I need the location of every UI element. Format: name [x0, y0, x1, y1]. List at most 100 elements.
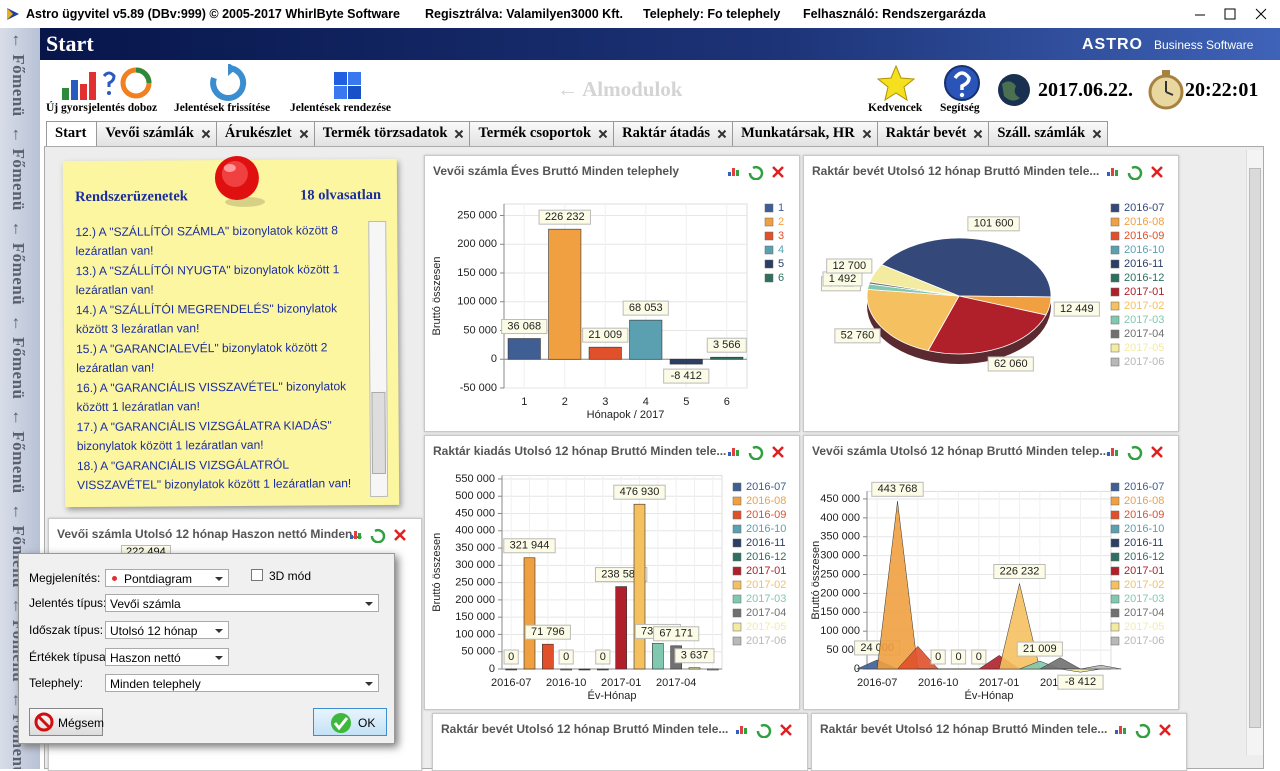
- arrange-icon[interactable]: [330, 68, 366, 102]
- tool-refresh-icon[interactable]: [1127, 166, 1143, 180]
- tab-label[interactable]: Vevői számlák: [105, 125, 194, 141]
- cancel-label[interactable]: Mégsem: [58, 716, 105, 730]
- tab-label[interactable]: Munkatársak, HR: [741, 125, 855, 141]
- combo-value[interactable]: Vevői számla: [110, 597, 181, 611]
- tool-close-icon[interactable]: [394, 529, 406, 541]
- tool-close-icon[interactable]: [1151, 446, 1163, 458]
- tab-label[interactable]: Árukészlet: [224, 125, 292, 141]
- tool-refresh-icon[interactable]: [1135, 724, 1151, 738]
- tool-chart-icon[interactable]: [1119, 726, 1122, 734]
- tab[interactable]: Start: [46, 121, 98, 148]
- tool-chart-icon[interactable]: [1115, 450, 1118, 456]
- refresh-icon[interactable]: [208, 64, 248, 102]
- tool-chart-icon[interactable]: [732, 168, 735, 176]
- widget-tools[interactable]: [727, 444, 789, 460]
- tab-label[interactable]: Termék csoportok: [478, 125, 592, 141]
- combo[interactable]: Vevői számla: [105, 594, 379, 612]
- checkbox[interactable]: [251, 569, 263, 581]
- scrollbar[interactable]: [1246, 150, 1263, 755]
- combo-value[interactable]: Minden telephely: [110, 677, 201, 691]
- window-controls[interactable]: [1185, 6, 1275, 22]
- tool-chart-icon[interactable]: [1115, 170, 1118, 176]
- combo[interactable]: Minden telephely: [105, 674, 379, 692]
- tool-refresh-icon[interactable]: [748, 166, 764, 180]
- tab-close[interactable]: [1093, 130, 1101, 138]
- combo[interactable]: Pontdiagram: [105, 569, 229, 587]
- tab-close[interactable]: [202, 130, 210, 138]
- refresh-label[interactable]: Jelentések frissítése: [174, 102, 271, 114]
- tab[interactable]: Száll. számlák: [988, 121, 1109, 146]
- tool-chart-icon[interactable]: [1107, 452, 1110, 456]
- tool-chart-icon[interactable]: [728, 452, 731, 456]
- combo-value[interactable]: Utolsó 12 hónap: [110, 624, 198, 638]
- widget-tools[interactable]: [735, 722, 797, 738]
- tool-refresh-icon[interactable]: [748, 446, 764, 460]
- tool-chart-icon[interactable]: [1123, 728, 1126, 734]
- submodules[interactable]: ← Almodulok: [557, 77, 683, 101]
- tab-close[interactable]: [455, 130, 463, 138]
- tool-chart-icon[interactable]: [740, 726, 743, 734]
- tool-chart-icon[interactable]: [1111, 168, 1114, 176]
- message[interactable]: 12.) A "SZÁLLÍTÓI SZÁMLA" bizonylatok kö…: [75, 223, 338, 259]
- tool-chart-icon[interactable]: [744, 728, 747, 734]
- tab[interactable]: Termék csoportok: [469, 121, 615, 146]
- tool-chart-icon[interactable]: [1107, 172, 1110, 176]
- new-box-label[interactable]: Új gyorsjelentés doboz: [46, 102, 158, 114]
- tool-chart-icon[interactable]: [1115, 730, 1118, 734]
- tab-label[interactable]: Start: [55, 125, 87, 141]
- tool-chart-icon[interactable]: [354, 531, 357, 539]
- message[interactable]: 13.) A "SZÁLLÍTÓI NYUGTA" bizonylatok kö…: [75, 262, 340, 298]
- tool-chart-icon[interactable]: [1111, 448, 1114, 456]
- message-scrollbar[interactable]: [368, 220, 389, 498]
- tool-close-icon[interactable]: [1159, 724, 1171, 736]
- cancel-button[interactable]: Mégsem: [29, 708, 105, 736]
- tool-close-icon[interactable]: [772, 166, 784, 178]
- widget-tools[interactable]: [727, 164, 789, 180]
- widget-tools[interactable]: [1106, 444, 1168, 460]
- ok-label[interactable]: OK: [358, 716, 376, 730]
- tool-close-icon[interactable]: [772, 446, 784, 458]
- tab-close[interactable]: [863, 130, 871, 138]
- tab[interactable]: Termék törzsadatok: [313, 121, 471, 146]
- favorites-label[interactable]: Kedvencek: [868, 102, 923, 114]
- tool-chart-icon[interactable]: [350, 535, 353, 539]
- widget-tools[interactable]: [1114, 722, 1176, 738]
- tool-chart-icon[interactable]: [732, 448, 735, 456]
- message[interactable]: 17.) A "GARANCIÁLIS VIZSGÁLATRA KIADÁS" …: [76, 418, 332, 454]
- message[interactable]: 14.) A "SZÁLLÍTÓI MEGRENDELÉS" bizonylat…: [75, 301, 338, 337]
- ok-button[interactable]: OK: [313, 708, 387, 736]
- tool-chart-icon[interactable]: [736, 170, 739, 176]
- new-box-icon[interactable]: [60, 66, 156, 102]
- combo[interactable]: Utolsó 12 hónap: [105, 621, 229, 639]
- tab[interactable]: Vevői számlák: [96, 121, 217, 146]
- tool-close-icon[interactable]: [780, 724, 792, 736]
- combo[interactable]: Haszon nettó: [105, 648, 229, 666]
- tab-close[interactable]: [718, 130, 726, 138]
- message[interactable]: 15.) A "GARANCIALEVÉL" bizonylatok közöt…: [76, 340, 328, 376]
- message[interactable]: 18.) A "GARANCIÁLIS VIZSGÁLATRÓL VISSZAV…: [76, 457, 352, 493]
- tool-chart-icon[interactable]: [736, 730, 739, 734]
- tab-label[interactable]: Termék törzsadatok: [322, 125, 448, 141]
- tab-label[interactable]: Raktár bevét: [885, 125, 967, 141]
- tab-close[interactable]: [599, 130, 607, 138]
- tab-label[interactable]: Raktár átadás: [622, 125, 711, 141]
- tab[interactable]: Árukészlet: [215, 121, 315, 146]
- tool-close-icon[interactable]: [1151, 166, 1163, 178]
- combo-value[interactable]: Haszon nettó: [110, 651, 181, 665]
- tool-chart-icon[interactable]: [358, 533, 361, 539]
- arrange-label[interactable]: Jelentések rendezése: [290, 102, 392, 114]
- tool-refresh-icon[interactable]: [756, 724, 772, 738]
- widget-tools[interactable]: [1106, 164, 1168, 180]
- checkbox-label[interactable]: 3D mód: [269, 569, 312, 583]
- widget-tools[interactable]: [349, 527, 411, 543]
- tab[interactable]: Raktár átadás: [613, 121, 734, 146]
- combo-value[interactable]: Pontdiagram: [124, 572, 193, 586]
- tool-chart-icon[interactable]: [736, 450, 739, 456]
- help-icon[interactable]: [942, 64, 982, 102]
- tab-close[interactable]: [974, 130, 982, 138]
- help-label[interactable]: Segítség: [940, 102, 980, 114]
- tool-refresh-icon[interactable]: [370, 529, 386, 543]
- favorites-icon[interactable]: [876, 64, 916, 102]
- tab[interactable]: Munkatársak, HR: [732, 121, 878, 146]
- tool-chart-icon[interactable]: [728, 172, 731, 176]
